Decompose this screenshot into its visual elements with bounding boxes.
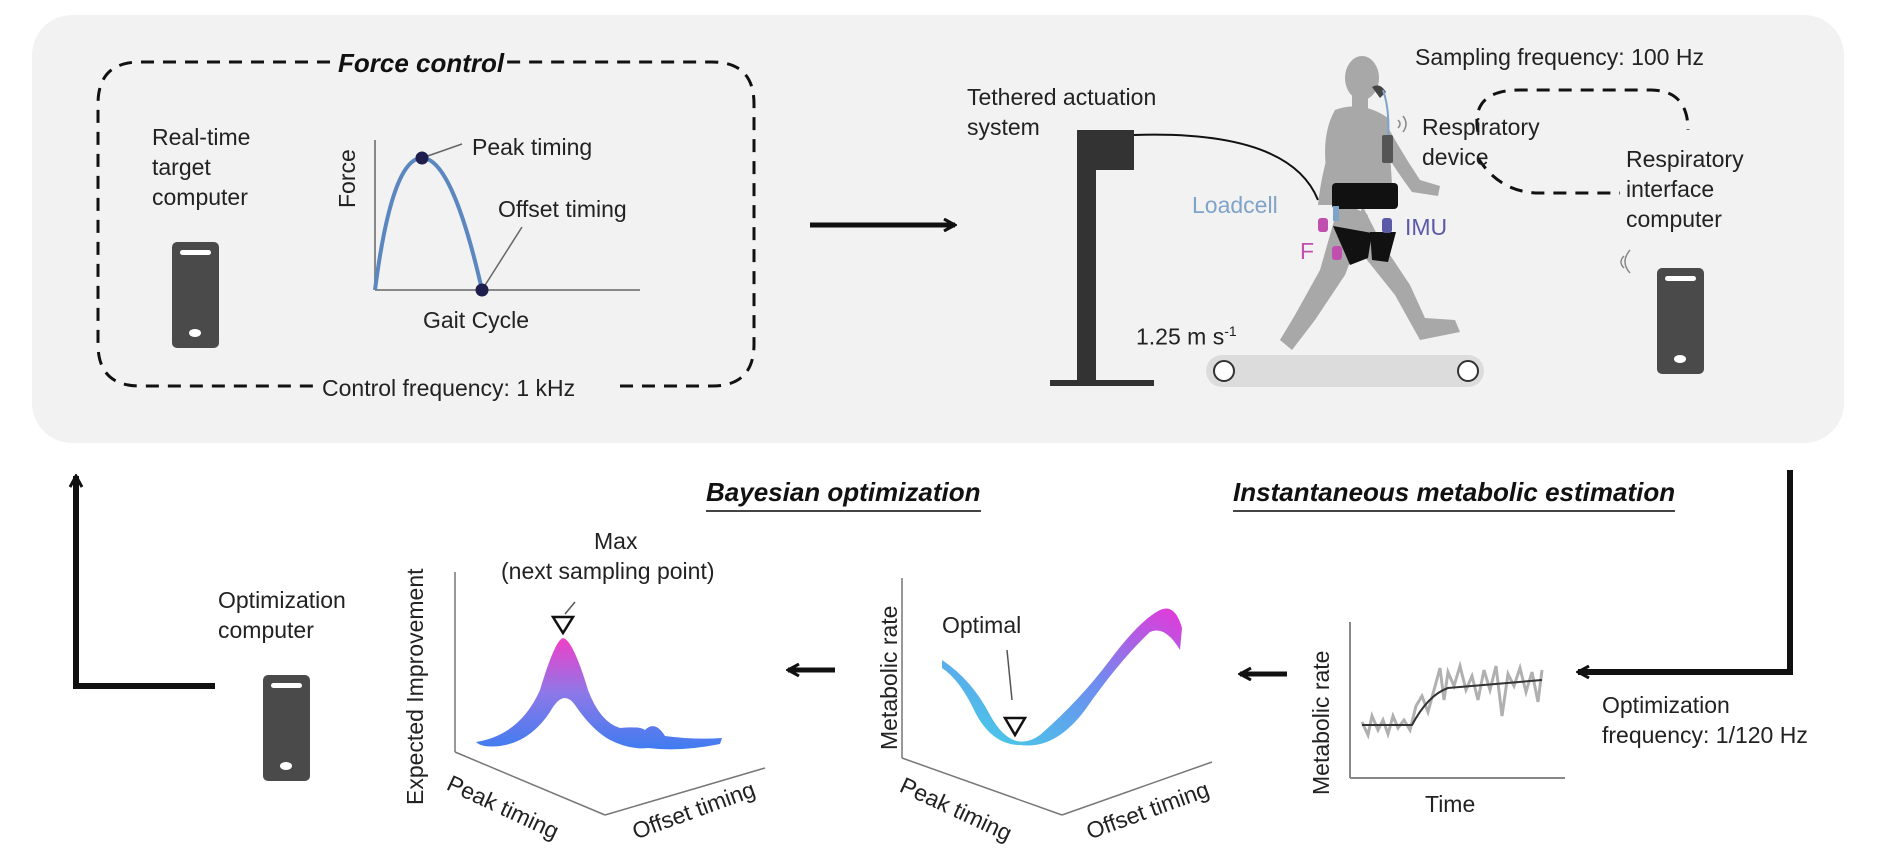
speed-unit-exponent: -1	[1224, 323, 1237, 339]
force-control-dashed-box	[96, 60, 756, 388]
offset-timing-label: Offset timing	[498, 196, 627, 222]
bayesian-optimization-title: Bayesian optimization	[706, 477, 981, 512]
metabolic-time-plot	[1349, 622, 1565, 779]
optimization-computer-label-2: computer	[218, 617, 314, 643]
treadmill-icon	[1206, 355, 1484, 387]
force-control-title: Force control	[338, 48, 505, 78]
optimization-computer-icon	[263, 675, 310, 781]
force-sensor-upper	[1318, 218, 1328, 232]
imu-label: IMU	[1405, 214, 1448, 240]
tethered-label-2: system	[967, 114, 1040, 140]
actuation-stand-icon	[1050, 130, 1319, 386]
offset-timing-point	[475, 283, 489, 297]
optimization-computer-label-1: Optimization	[218, 587, 346, 613]
respiratory-device-label-2: device	[1422, 144, 1489, 170]
f-label: F	[1300, 238, 1315, 264]
target-computer-label-1: Real-time	[152, 124, 251, 150]
gait-cycle-label: Gait Cycle	[423, 307, 530, 333]
optimal-label: Optimal	[942, 612, 1022, 638]
loadcell-marker	[1333, 206, 1339, 221]
optimization-frequency-label-2: frequency: 1/120 Hz	[1602, 722, 1808, 748]
target-computer-label-3: computer	[152, 184, 248, 210]
metabolic-surface-plot	[901, 578, 1213, 816]
exosuit-belt	[1332, 183, 1398, 265]
control-frequency-label: Control frequency: 1 kHz	[322, 375, 576, 401]
respiratory-device-icon	[1372, 85, 1393, 163]
loadcell-label: Loadcell	[1192, 192, 1278, 218]
ei-surface	[476, 638, 722, 750]
max-marker	[550, 615, 576, 636]
peak-timing-label: Peak timing	[472, 134, 593, 160]
speed-value: 1.25 m s	[1136, 323, 1225, 350]
top-panel-background	[32, 15, 1844, 443]
ei-zlabel: Expected Improvement	[402, 568, 428, 805]
respiratory-wireless-icon	[1397, 115, 1407, 133]
respiratory-computer-icon	[1657, 268, 1704, 374]
surface-zlabel: Metabolic rate	[876, 605, 902, 750]
arrow-back-to-force-control	[76, 476, 215, 689]
arrow-to-estimation	[1578, 470, 1793, 672]
speed-label: 1.25 m s-1	[1136, 316, 1237, 352]
respiratory-device-label-1: Respiratory	[1422, 114, 1540, 140]
force-axis-label: Force	[334, 149, 360, 208]
optimization-frequency-label-1: Optimization	[1602, 692, 1730, 718]
respiratory-computer-label-1: Respiratory	[1626, 146, 1744, 172]
ei-surface-plot	[454, 572, 766, 816]
metabolic-fit-curve	[1362, 679, 1543, 726]
respiratory-dashed-link	[1475, 88, 1690, 195]
target-computer-icon	[172, 242, 219, 348]
force-plot	[373, 140, 640, 297]
max-label-2: (next sampling point)	[501, 558, 715, 584]
metabolic-surface	[942, 608, 1182, 746]
metabolic-time-xlabel: Time	[1425, 791, 1476, 817]
imu-sensor	[1382, 218, 1392, 233]
optimal-marker	[1002, 716, 1028, 738]
sampling-frequency-label: Sampling frequency: 100 Hz	[1415, 44, 1704, 70]
max-label-1: Max	[594, 528, 638, 554]
peak-timing-point	[415, 151, 429, 165]
computer-wireless-icon	[1620, 249, 1631, 274]
respiratory-computer-label-2: interface	[1626, 176, 1715, 202]
metabolic-time-ylabel: Metabolic rate	[1308, 650, 1334, 795]
tethered-label-1: Tethered actuation	[967, 84, 1157, 110]
target-computer-label-2: target	[152, 154, 211, 180]
force-sensor-lower	[1332, 246, 1342, 260]
respiratory-computer-label-3: computer	[1626, 206, 1722, 232]
instantaneous-estimation-title: Instantaneous metabolic estimation	[1233, 477, 1676, 512]
